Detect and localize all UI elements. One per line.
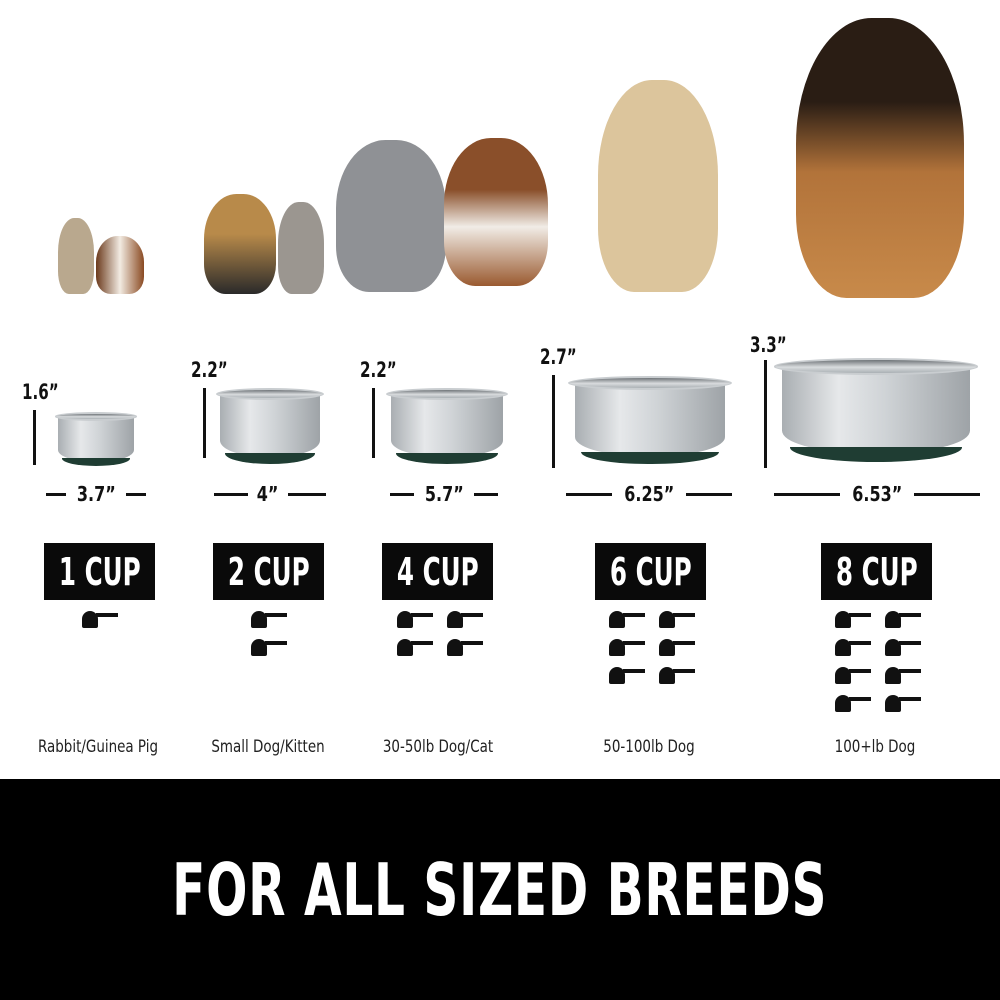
height-label: 3.3” — [750, 333, 787, 357]
breed-label: 30-50lb Dog/Cat — [382, 737, 494, 757]
width-label: 6.25” — [566, 482, 732, 506]
height-line — [372, 388, 375, 458]
measuring-cup-icon — [885, 663, 921, 685]
height-line — [552, 375, 555, 468]
guinea-pig-image — [96, 236, 144, 294]
cup-icons — [609, 607, 695, 685]
breed-label: Small Dog/Kitten — [211, 737, 325, 757]
measuring-cup-icon — [885, 691, 921, 713]
cup-icons — [82, 607, 118, 629]
gray-cat-image — [336, 140, 446, 292]
measuring-cup-icon — [835, 691, 871, 713]
measuring-cup-icon — [609, 635, 645, 657]
golden-retriever-image — [598, 80, 718, 292]
height-line — [203, 388, 206, 458]
banner: FOR ALL SIZED BREEDS — [0, 779, 1000, 1000]
cup-icons — [397, 607, 483, 657]
measuring-cup-icon — [609, 663, 645, 685]
measuring-cup-icon — [659, 635, 695, 657]
breed-label: 100+lb Dog — [834, 737, 916, 757]
capacity-badge: 6 CUP — [595, 543, 706, 600]
breed-label: 50-100lb Dog — [603, 737, 695, 757]
cup-icons — [251, 607, 287, 657]
measuring-cup-icon — [885, 635, 921, 657]
capacity-badge: 4 CUP — [382, 543, 493, 600]
capacity-badge: 2 CUP — [213, 543, 324, 600]
measuring-cup-icon — [447, 635, 483, 657]
measuring-cup-icon — [397, 635, 433, 657]
width-label: 4” — [214, 482, 326, 506]
capacity-badge: 8 CUP — [821, 543, 932, 600]
bowl-8-cup — [774, 358, 978, 462]
height-line — [33, 410, 36, 465]
bowl-4-cup — [386, 388, 508, 464]
measuring-cup-icon — [447, 607, 483, 629]
measuring-cup-icon — [835, 635, 871, 657]
height-label: 2.2” — [191, 358, 228, 382]
banner-text: FOR ALL SIZED BREEDS — [172, 847, 828, 932]
height-label: 2.7” — [540, 345, 577, 369]
cup-icons — [835, 607, 921, 713]
width-label: 6.53” — [774, 482, 980, 506]
havanese-dog-image — [444, 138, 548, 286]
measuring-cup-icon — [835, 663, 871, 685]
measuring-cup-icon — [82, 607, 118, 629]
measuring-cup-icon — [659, 663, 695, 685]
measuring-cup-icon — [251, 607, 287, 629]
breed-label: Rabbit/Guinea Pig — [37, 737, 159, 757]
width-label: 5.7” — [390, 482, 498, 506]
bowl-2-cup — [216, 388, 324, 464]
measuring-cup-icon — [397, 607, 433, 629]
measuring-cup-icon — [251, 635, 287, 657]
german-shepherd-image — [796, 18, 964, 298]
measuring-cup-icon — [835, 607, 871, 629]
kitten-image — [278, 202, 324, 294]
yorkie-dog-image — [204, 194, 276, 294]
height-label: 1.6” — [22, 380, 59, 404]
bowl-6-cup — [568, 376, 732, 464]
height-line — [764, 360, 767, 468]
width-label: 3.7” — [46, 482, 146, 506]
measuring-cup-icon — [609, 607, 645, 629]
measuring-cup-icon — [659, 607, 695, 629]
bowl-1-cup — [55, 412, 137, 466]
height-label: 2.2” — [360, 358, 397, 382]
capacity-badge: 1 CUP — [44, 543, 155, 600]
rabbit-image — [58, 218, 94, 294]
measuring-cup-icon — [885, 607, 921, 629]
